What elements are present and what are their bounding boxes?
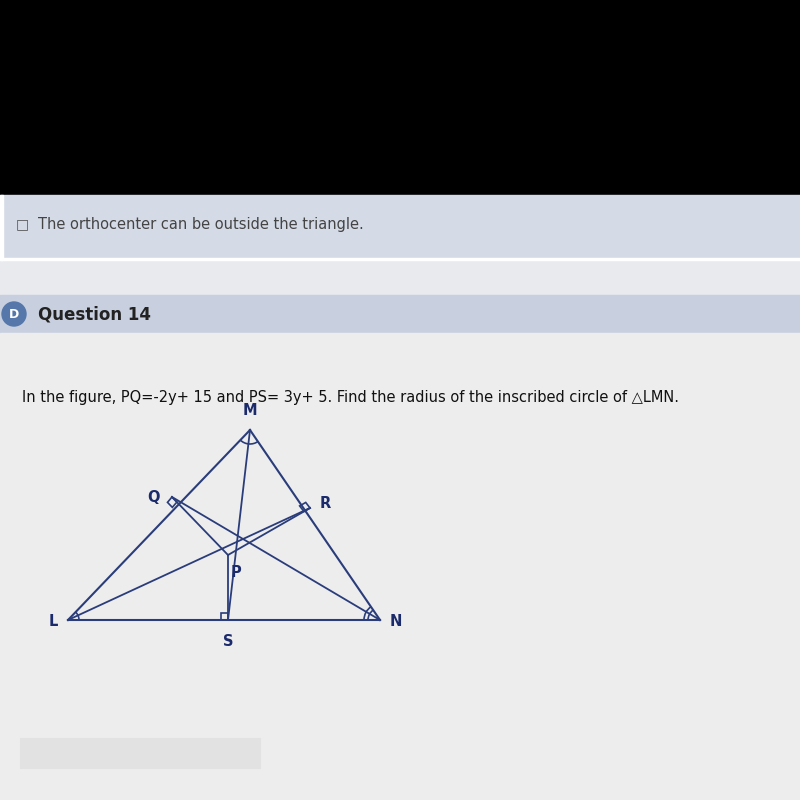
Text: M: M <box>242 403 258 418</box>
Bar <box>0 258 800 260</box>
Text: R: R <box>320 497 331 511</box>
Text: □: □ <box>15 218 29 231</box>
Bar <box>0 333 800 800</box>
Text: S: S <box>222 634 234 649</box>
Bar <box>20 738 260 768</box>
Text: N: N <box>390 614 402 630</box>
Text: Question 14: Question 14 <box>38 305 151 323</box>
Text: L: L <box>49 614 58 630</box>
Text: In the figure, PQ=-2y+ 15 and PS= 3y+ 5. Find the radius of the inscribed circle: In the figure, PQ=-2y+ 15 and PS= 3y+ 5.… <box>22 390 679 405</box>
Bar <box>0 260 800 295</box>
Bar <box>0 195 800 260</box>
Text: Q: Q <box>147 490 160 505</box>
Bar <box>0 0 800 195</box>
Text: P: P <box>231 565 242 580</box>
Circle shape <box>2 302 26 326</box>
Bar <box>0 195 3 260</box>
Text: The orthocenter can be outside the triangle.: The orthocenter can be outside the trian… <box>38 217 364 232</box>
Bar <box>0 295 800 333</box>
Text: D: D <box>9 307 19 321</box>
